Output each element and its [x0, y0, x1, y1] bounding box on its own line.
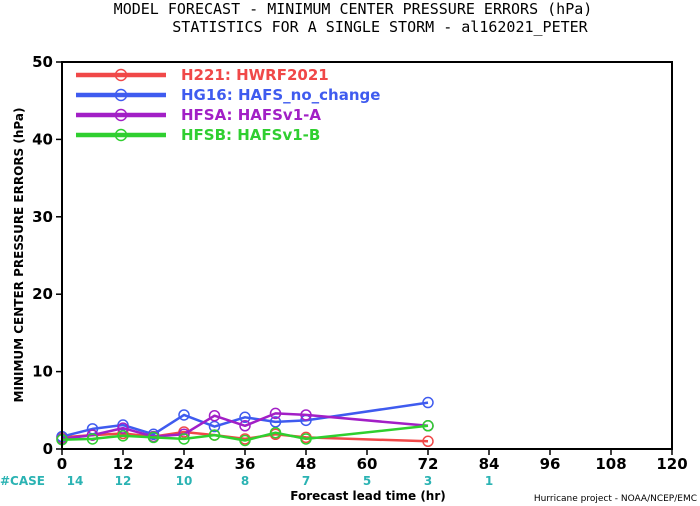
y-tick-label: 20 — [32, 285, 53, 303]
case-count: 1 — [485, 474, 493, 488]
y-tick-label: 30 — [32, 208, 53, 226]
case-counts: 14 12 10 8 7 5 3 1 — [67, 474, 494, 488]
case-count: 14 — [67, 474, 84, 488]
legend-label: HFSA: HAFSv1-A — [181, 106, 321, 124]
x-tick-label: 84 — [479, 455, 500, 473]
legend-marker — [114, 88, 128, 102]
credit-text: Hurricane project - NOAA/NCEP/EMC — [534, 494, 697, 504]
data-point — [117, 419, 129, 431]
y-tick-label: 50 — [32, 53, 53, 71]
data-point — [239, 411, 251, 424]
chart-title: MODEL FORECAST - MINIMUM CENTER PRESSURE… — [114, 0, 593, 18]
case-count: 7 — [302, 474, 310, 488]
y-tick-label: 10 — [32, 363, 53, 381]
case-count: 8 — [241, 474, 249, 488]
series-line — [61, 412, 429, 441]
x-axis-ticks: 0 12 24 36 48 60 72 84 96 108 120 — [57, 449, 688, 473]
data-point — [117, 430, 129, 442]
data-point — [86, 433, 99, 445]
data-point — [422, 396, 434, 409]
legend-item: HFSB: HAFSv1-B — [76, 126, 320, 144]
x-tick-label: 48 — [296, 455, 317, 473]
x-tick-label: 72 — [418, 455, 439, 473]
series-line — [61, 424, 429, 442]
data-point — [300, 433, 312, 445]
legend-label: HFSB: HAFSv1-B — [181, 126, 320, 144]
case-count: 12 — [115, 474, 132, 488]
x-tick-label: 36 — [235, 455, 256, 473]
legend: H221: HWRF2021 HG16: HAFS_no_change HFSA: … — [76, 66, 380, 144]
series-3 — [56, 420, 434, 447]
data-point — [300, 409, 312, 421]
data-point — [269, 407, 282, 420]
legend-marker — [114, 108, 128, 122]
y-tick-label: 40 — [32, 130, 53, 148]
case-count: 10 — [176, 474, 193, 488]
data-point — [178, 409, 190, 421]
legend-marker — [114, 68, 128, 82]
data-point — [239, 434, 251, 447]
data-point — [422, 420, 434, 432]
x-tick-label: 120 — [656, 455, 687, 473]
data-point — [269, 426, 282, 439]
data-point — [239, 420, 251, 432]
data-point — [269, 416, 282, 428]
legend-marker — [114, 128, 128, 142]
data-point — [208, 429, 221, 441]
legend-item: HFSA: HAFSv1-A — [76, 106, 321, 124]
x-tick-label: 0 — [57, 455, 67, 473]
y-tick-label: 0 — [43, 440, 53, 458]
case-count: 5 — [363, 474, 371, 488]
series-lines — [56, 396, 434, 448]
data-point — [147, 431, 160, 444]
chart-subtitle: STATISTICS FOR A SINGLE STORM - al162021… — [172, 18, 588, 36]
plot-frame — [61, 61, 673, 450]
case-count: 3 — [424, 474, 432, 488]
data-point — [208, 420, 221, 433]
legend-item: HG16: HAFS_no_change — [76, 86, 380, 104]
series-line — [61, 401, 429, 438]
data-point — [208, 409, 221, 422]
x-tick-label: 108 — [595, 455, 626, 473]
x-tick-label: 24 — [174, 455, 195, 473]
y-axis-ticks: 0 10 20 30 40 50 — [32, 53, 62, 458]
data-point — [422, 435, 434, 448]
case-label: #CASE — [0, 474, 45, 488]
legend-label: H221: HWRF2021 — [181, 66, 329, 84]
x-tick-label: 60 — [357, 455, 378, 473]
y-axis-label: MINIMUM CENTER PRESSURE ERRORS (hPa) — [12, 108, 26, 403]
data-point — [117, 422, 129, 434]
x-tick-label: 12 — [113, 455, 134, 473]
legend-label: HG16: HAFS_no_change — [181, 86, 380, 104]
legend-item: H221: HWRF2021 — [76, 66, 329, 84]
x-axis-label: Forecast lead time (hr) — [290, 489, 446, 503]
data-point — [178, 433, 190, 445]
x-tick-label: 96 — [540, 455, 561, 473]
